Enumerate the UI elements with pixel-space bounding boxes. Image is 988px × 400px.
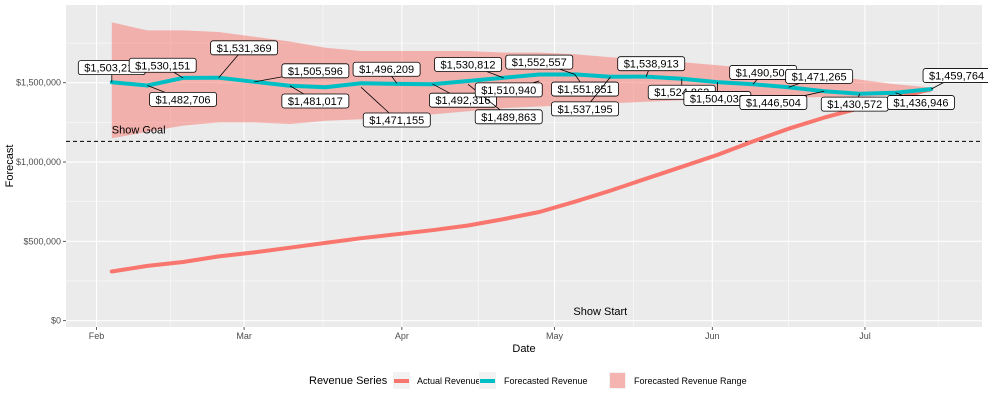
data-label: $1,471,265 — [792, 71, 847, 83]
data-label: $1,481,017 — [288, 96, 343, 108]
y-axis-title: Forecast — [4, 145, 16, 188]
data-label-leader — [173, 71, 184, 79]
x-tick-label: Apr — [395, 331, 409, 341]
data-label: $1,446,504 — [746, 98, 801, 110]
data-label-box — [505, 54, 574, 70]
data-label-leader — [645, 70, 649, 77]
data-label: $1,490,506 — [736, 67, 791, 79]
data-label: $1,538,913 — [624, 59, 679, 71]
x-tick-label: May — [546, 331, 564, 341]
legend-item-label: Actual Revenue — [417, 376, 481, 386]
data-label-box — [785, 68, 854, 84]
data-label-leader — [486, 71, 504, 79]
x-tick-label: Mar — [236, 331, 252, 341]
data-label: $1,492,316 — [435, 95, 490, 107]
data-label: $1,530,151 — [135, 60, 190, 72]
forecast-range-band-layer — [111, 22, 932, 139]
data-label-leader — [391, 76, 398, 84]
data-label-leader — [289, 85, 304, 95]
series-layer — [109, 72, 934, 274]
data-label: $1,504,038 — [690, 94, 745, 106]
data-label: $1,459,764 — [929, 71, 984, 83]
data-label-box — [551, 101, 619, 117]
data-label-leader — [857, 93, 861, 98]
data-label-box — [281, 63, 350, 79]
data-label: $1,436,946 — [893, 98, 948, 110]
data-label-leader — [752, 79, 758, 85]
data-label: $1,489,863 — [481, 112, 536, 124]
data-label: $1,505,596 — [288, 66, 343, 78]
data-label-box — [352, 61, 421, 77]
data-label: $1,552,557 — [512, 57, 567, 69]
goal-annotation: Show Goal — [112, 124, 166, 136]
data-label-leader — [788, 83, 800, 88]
data-label: $1,496,209 — [359, 64, 414, 76]
data-label: $1,530,812 — [440, 59, 495, 71]
forecasted-revenue-line — [109, 72, 934, 96]
y-tick-label: $0 — [51, 316, 61, 326]
legend: Revenue Series Actual Revenue Forecasted R… — [309, 372, 747, 389]
data-label-leader — [574, 74, 581, 83]
data-label-leader — [895, 92, 903, 96]
actual-revenue-line — [109, 87, 934, 274]
data-label: $1,551,851 — [558, 84, 613, 96]
x-tick-label: Feb — [89, 331, 105, 341]
data-label: $1,531,369 — [217, 43, 272, 55]
data-label: $1,537,195 — [558, 104, 613, 116]
data-label-leader — [432, 83, 450, 94]
y-tick-label: $500,000 — [23, 236, 61, 246]
data-label-layer: $1,503,214 $1,482,706 $1,530,151 $1,531,369… — [77, 40, 988, 128]
data-label-box — [887, 95, 955, 110]
data-label: $1,503,214 — [84, 63, 139, 75]
data-label-leader — [930, 82, 944, 90]
data-label-box — [434, 57, 502, 72]
data-label-leader — [559, 68, 576, 75]
start-annotation: Show Start — [573, 306, 627, 318]
data-label-box — [474, 82, 543, 98]
data-label: $1,471,155 — [369, 115, 424, 127]
legend-item-label: Forecasted Revenue Range — [634, 376, 747, 386]
data-label-box — [474, 109, 543, 125]
x-axis-title: Date — [512, 343, 535, 355]
x-tick-label: Jul — [859, 331, 871, 341]
legend-fill-swatch — [610, 373, 625, 388]
data-label: $1,482,706 — [156, 94, 211, 106]
data-label-leader — [147, 85, 166, 93]
data-label-leader — [218, 54, 239, 79]
data-label: $1,430,572 — [827, 99, 882, 111]
data-label-leader — [254, 76, 282, 83]
data-label-box — [149, 91, 217, 107]
data-label: $1,510,940 — [481, 85, 536, 97]
data-label-box — [128, 57, 197, 73]
x-tick-label: Jun — [705, 331, 720, 341]
data-label-leader — [590, 76, 611, 103]
data-label-box — [617, 56, 686, 72]
axes-layer: $0 $500,000 $1,000,000 $1,500,000 Feb Mar Apr M… — [16, 78, 871, 341]
data-label-leader — [804, 90, 825, 96]
data-label-box — [210, 40, 279, 56]
data-label-box — [551, 81, 619, 97]
data-label-box — [739, 95, 808, 110]
data-label-box — [281, 93, 350, 109]
legend-item-label: Forecasted Revenue — [504, 376, 588, 386]
data-label-leader — [360, 87, 390, 114]
legend-title: Revenue Series — [309, 375, 388, 387]
annotation-layer: Show Goal Show Start — [112, 124, 627, 318]
data-label-box — [922, 68, 988, 83]
y-tick-label: $1,500,000 — [16, 78, 61, 88]
forecast-range-band — [111, 22, 932, 139]
data-label-box — [362, 112, 431, 128]
y-tick-label: $1,000,000 — [16, 157, 61, 167]
